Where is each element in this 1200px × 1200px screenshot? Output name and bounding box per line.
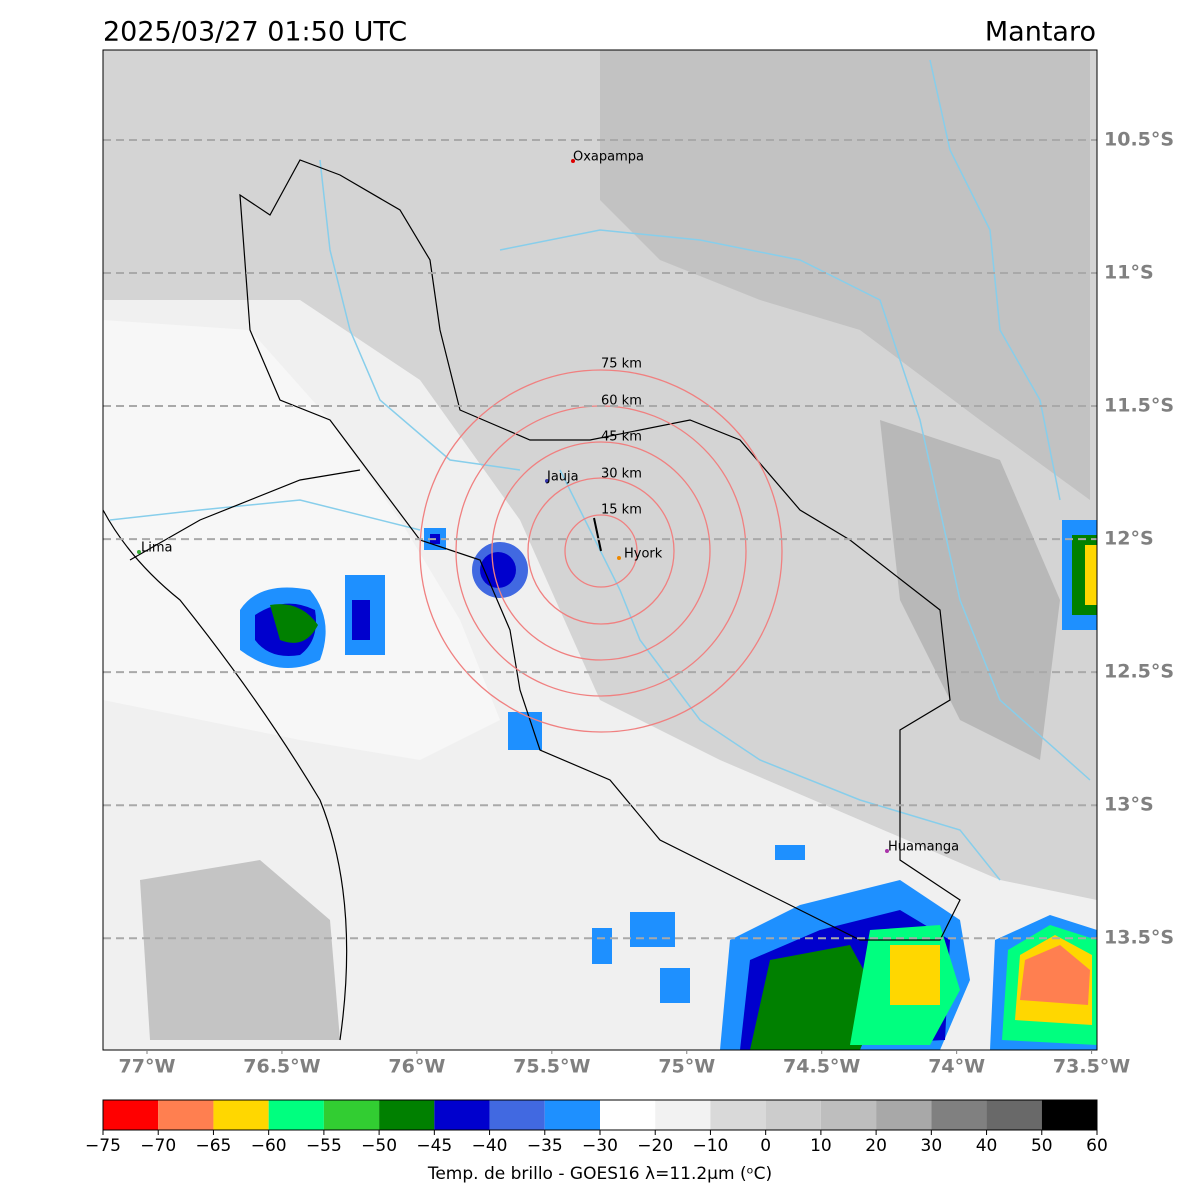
y-tick-label: 13°S (1104, 794, 1154, 816)
colorbar-segment (820, 1100, 877, 1130)
colorbar-tick-label: 30 (921, 1136, 943, 1156)
colorbar-segment (103, 1100, 159, 1130)
colorbar-segment (489, 1100, 545, 1130)
x-tick-label: 74.5°W (783, 1056, 860, 1078)
colorbar-segment (268, 1100, 324, 1130)
colorbar-tick-label: −60 (251, 1136, 287, 1156)
colorbar-segment (986, 1100, 1042, 1130)
colorbar-tick-label: −45 (416, 1136, 452, 1156)
radar-beam (593, 517, 602, 552)
place-label: Lima (141, 541, 172, 556)
title: 2025/03/27 01:50 UTC (103, 17, 407, 48)
colorbar-tick-label: 20 (865, 1136, 887, 1156)
rivers (109, 59, 1091, 881)
colorbar-segment (931, 1100, 987, 1130)
colorbar-segment (213, 1100, 269, 1130)
colorbar-segment (1041, 1100, 1097, 1130)
place-label: Jauja (546, 470, 579, 485)
colorbar-label: Temp. de brillo - GOES16 λ=11.2μm (ᵒC) (427, 1164, 772, 1184)
y-tick-label: 11°S (1104, 261, 1154, 283)
y-tick-label: 11.5°S (1104, 395, 1174, 417)
x-tick-label: 76.5°W (243, 1056, 320, 1078)
colorbar-segment (158, 1100, 214, 1130)
x-tick-label: 77°W (119, 1056, 176, 1078)
colorbar-segment (379, 1100, 435, 1130)
colorbar-tick-label: 50 (1031, 1136, 1053, 1156)
location: Mantaro (985, 17, 1096, 48)
colorbar-tick-label: 0 (760, 1136, 771, 1156)
place-label: Oxapampa (573, 150, 644, 165)
colorbar-tick-label: −65 (195, 1136, 231, 1156)
colorbar-tick-label: −70 (140, 1136, 176, 1156)
ring-label: 75 km (601, 357, 642, 372)
x-tick-label: 76°W (388, 1056, 445, 1078)
colorbar-segment (710, 1100, 766, 1130)
place-label: Hyork (624, 547, 663, 562)
ring-label: 45 km (601, 430, 642, 445)
places: Oxapampa Jauja Lima Hyork Huamanga (137, 150, 959, 855)
colorbar-tick-label: −10 (692, 1136, 728, 1156)
colorbar-segment (655, 1100, 711, 1130)
y-tick-label: 12°S (1104, 528, 1154, 550)
place-label: Huamanga (888, 840, 959, 855)
borders (102, 159, 961, 1041)
colorbar-tick-label: −35 (527, 1136, 563, 1156)
x-tick-label: 75°W (658, 1056, 715, 1078)
colorbar-tick-label: 60 (1086, 1136, 1108, 1156)
colorbar-segment (434, 1100, 490, 1130)
colorbar-tick-label: 10 (810, 1136, 832, 1156)
colorbar-tick-label: −75 (85, 1136, 121, 1156)
map-frame (102, 49, 1098, 1051)
colorbar-segment (544, 1100, 600, 1130)
x-tick-label: 73.5°W (1053, 1056, 1130, 1078)
colorbar-segment (765, 1100, 821, 1130)
x-tick-label: 75.5°W (513, 1056, 590, 1078)
colorbar-tick-label: −55 (306, 1136, 342, 1156)
colorbar-segment (323, 1100, 380, 1130)
ring-label: 15 km (601, 503, 642, 518)
colorbar-tick-label: −40 (472, 1136, 508, 1156)
x-tick-label: 74°W (928, 1056, 985, 1078)
colorbar-tick-label: −50 (361, 1136, 397, 1156)
colorbar-segment (600, 1100, 656, 1130)
colorbar-tick-label: −30 (582, 1136, 618, 1156)
ring-label: 30 km (601, 467, 642, 482)
satellite-image (103, 50, 1097, 1050)
grid (103, 138, 1097, 940)
y-tick-label: 13.5°S (1104, 927, 1174, 949)
y-tick-label: 10.5°S (1104, 128, 1174, 150)
colorbar-tick-label: 40 (976, 1136, 998, 1156)
ring-label: 60 km (601, 394, 642, 409)
colorbar-tick-label: −20 (637, 1136, 673, 1156)
y-tick-label: 12.5°S (1104, 661, 1174, 683)
colorbar-segment (876, 1100, 932, 1130)
